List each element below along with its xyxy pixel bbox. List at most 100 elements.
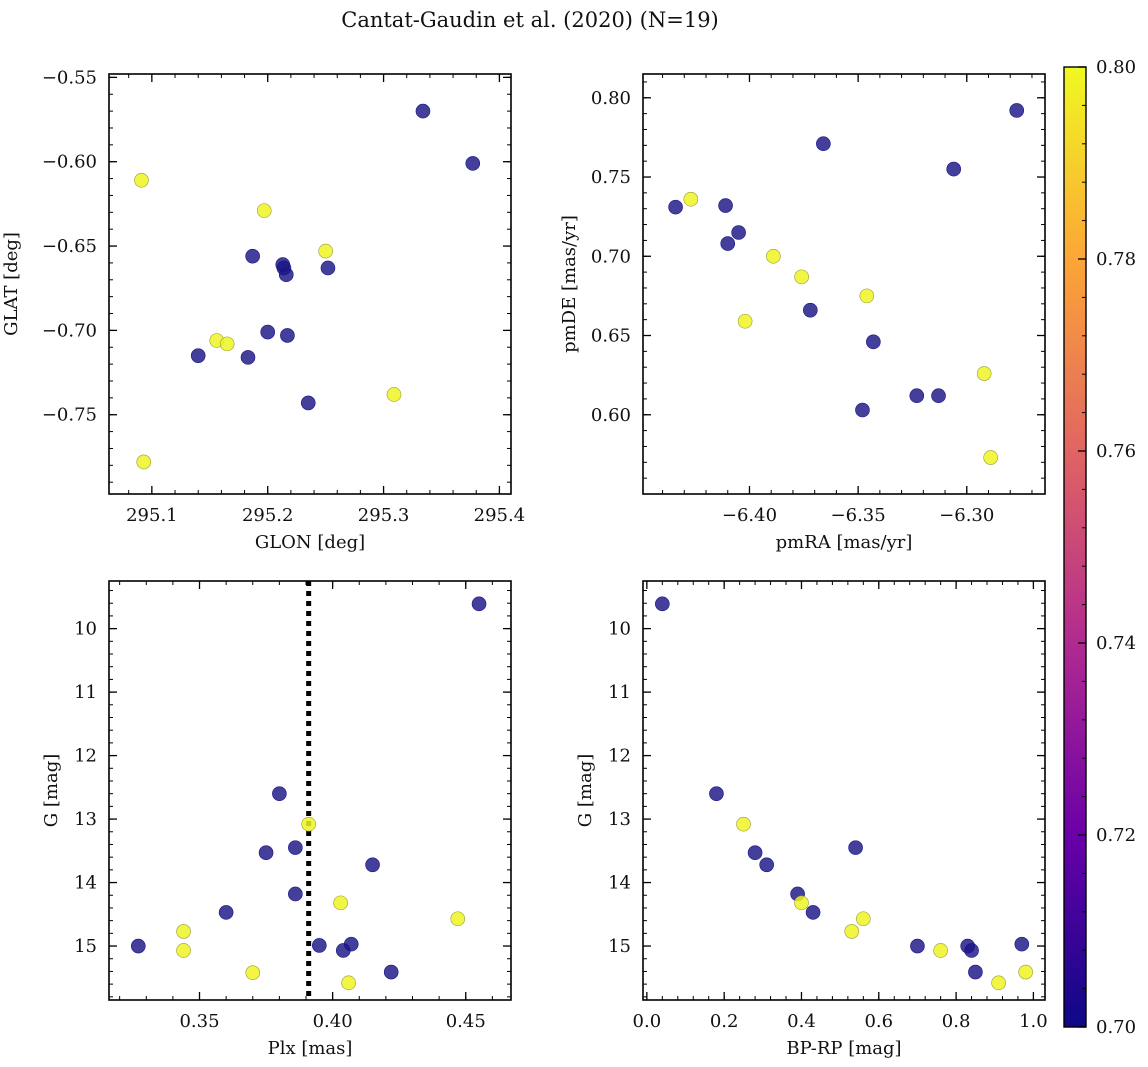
y-tick-label: 14 [74,873,97,894]
scatter-point [844,924,860,939]
x-tick-label: 0.4 [787,1011,816,1032]
y-axis-label: G [mag] [575,754,596,827]
scatter-point [258,845,274,861]
scatter-point [383,964,399,980]
scatter-point [471,596,487,612]
colorbar: 0.70 0.72 0.74 0.76 0.78 0.80 [1063,57,1136,1038]
scatter-point [991,975,1006,991]
colorbar-tick-label: 0.78 [1096,249,1136,270]
y-tick-label: 0.80 [591,88,631,109]
scatter-point [856,911,871,927]
scatter-point [737,313,753,329]
y-tick-label: −0.60 [42,152,97,173]
panel-pmra-pmde: −6.40 −6.35 −6.30 0.60 0.65 0.70 0.75 0.80 pmRA … [559,73,1046,553]
scatter-point [848,840,863,855]
colorbar-tick-label: 0.72 [1096,825,1136,846]
scatter-point [343,936,359,952]
scatter-point [1009,103,1025,118]
x-axis-label: GLON [deg] [255,532,365,553]
scatter-point [280,328,295,343]
scatter-point [968,964,983,980]
scatter-point [245,965,261,981]
y-tick-label: 10 [74,619,97,640]
scatter-point [300,395,316,411]
scatter-point [318,243,333,259]
x-tick-label: 0.0 [633,1011,662,1032]
y-axis-label: G [mag] [41,754,62,827]
x-tick-label: −6.40 [722,505,777,526]
x-tick-label: −6.35 [831,505,886,526]
panel-glon-glat: 295.1 295.2 295.3 295.4 −0.75 −0.70 −0.65 −0.60… [1,67,525,553]
scatter-point [766,248,781,264]
scatter-point [933,943,948,958]
y-tick-label: 11 [608,682,631,703]
x-tick-label: −6.30 [939,505,994,526]
y-tick-label: 12 [608,746,631,767]
axes-frame [108,73,512,495]
scatter-point [983,450,998,465]
scatter-point [256,203,272,218]
x-tick-label: 295.3 [358,505,410,526]
scatter-point [655,596,670,612]
x-tick-label: 295.2 [242,505,294,526]
colorbar-gradient [1063,66,1087,1028]
scatter-point [859,288,875,304]
scatter-point [240,350,256,365]
y-tick-label: 10 [608,619,631,640]
y-tick-label: 0.70 [591,246,631,267]
scatter-point [190,348,206,363]
y-tick-label: 12 [74,746,97,767]
scatter-point [803,302,818,318]
scatter-point [816,136,831,152]
scatter-point [288,886,303,902]
axes-frame [642,580,1046,1001]
y-axis-label: pmDE [mas/yr] [559,215,580,353]
colorbar-tick-label: 0.76 [1096,441,1136,462]
scatter-point [946,161,962,177]
scatter-point [794,269,809,285]
x-tick-label: 295.1 [126,505,178,526]
scatter-point [759,857,774,873]
scatter-point [709,786,724,801]
scatter-point [176,943,191,958]
scatter-point [794,895,809,911]
scatter-point [415,103,431,119]
scatter-point [136,454,152,470]
scatter-point [219,336,235,352]
y-tick-label: 15 [74,936,97,957]
scatter-point [465,156,481,171]
scatter-point [341,975,356,991]
x-tick-label: 1.0 [1019,1011,1048,1032]
scatter-point [365,857,380,873]
x-axis-label: BP-RP [mag] [786,1038,901,1059]
scatter-point [386,387,402,402]
scatter-point [301,816,316,832]
colorbar-tick-label: 0.70 [1096,1017,1136,1038]
scatter-point [731,225,746,240]
scatter-point [910,938,925,954]
y-axis-label: GLAT [deg] [1,232,22,336]
y-tick-label: 11 [74,682,97,703]
scatter-point [718,198,733,213]
x-axis-label: pmRA [mas/yr] [776,532,913,553]
scatter-point [218,905,234,920]
colorbar-tick-label: 0.80 [1096,57,1136,78]
scatter-point [312,938,327,953]
x-tick-label: 0.6 [864,1011,893,1032]
y-tick-label: 14 [608,873,631,894]
x-tick-label: 0.8 [942,1011,971,1032]
y-tick-label: −0.65 [42,236,97,257]
x-tick-label: 0.35 [179,1011,219,1032]
x-tick-label: 0.45 [446,1011,486,1032]
y-tick-label: 13 [608,809,631,830]
scatter-point [683,191,699,207]
y-tick-label: 0.65 [591,326,631,347]
scatter-point [278,267,294,283]
y-tick-label: −0.75 [42,405,97,426]
x-tick-label: 0.40 [313,1011,353,1032]
panel-plx-g: 0.35 0.40 0.45 10 11 12 13 14 15 Plx [mas] G [mag] [41,580,512,1059]
panel-bprp-g: 0.0 0.2 0.4 0.6 0.8 1.0 10 11 12 13 14 15 BP-RP [mag… [575,580,1048,1059]
scatter-point [909,388,925,404]
scatter-point [1014,936,1030,952]
